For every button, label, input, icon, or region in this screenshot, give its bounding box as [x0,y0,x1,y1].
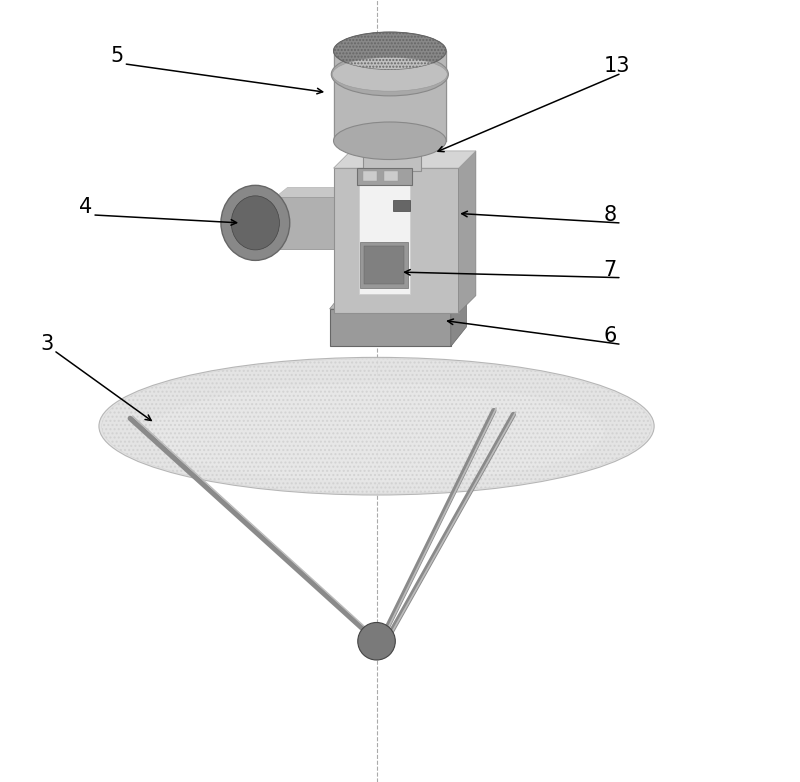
Polygon shape [334,151,476,168]
Polygon shape [363,142,433,154]
Polygon shape [458,151,476,313]
Ellipse shape [221,185,290,260]
Text: 8: 8 [603,205,617,225]
Bar [360,242,408,288]
Bar [330,309,451,346]
Text: 6: 6 [603,326,617,346]
Ellipse shape [231,196,279,250]
Polygon shape [451,289,466,346]
Ellipse shape [333,57,447,91]
Ellipse shape [334,32,446,70]
Bar [393,200,410,211]
Ellipse shape [358,622,395,660]
Bar [357,168,412,185]
Bar [383,171,398,181]
Text: 5: 5 [110,46,124,66]
Bar [363,154,421,171]
Bar [276,196,342,249]
Text: 7: 7 [603,260,617,280]
Ellipse shape [331,52,448,96]
Text: 4: 4 [79,197,93,217]
Ellipse shape [99,357,654,495]
Polygon shape [276,187,353,196]
Bar [363,171,378,181]
Ellipse shape [334,122,446,160]
Text: 13: 13 [603,56,630,77]
Polygon shape [330,289,466,309]
Text: 3: 3 [40,334,54,354]
Bar [359,178,410,294]
Bar [364,246,404,284]
Bar [334,168,458,313]
Ellipse shape [149,383,604,482]
